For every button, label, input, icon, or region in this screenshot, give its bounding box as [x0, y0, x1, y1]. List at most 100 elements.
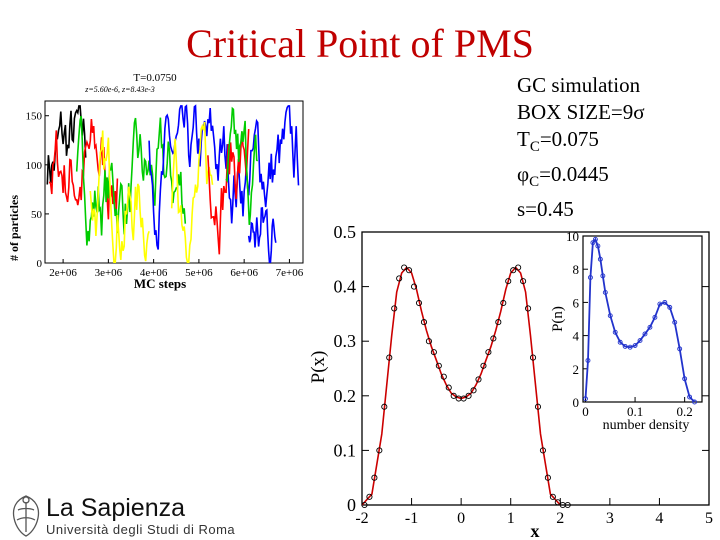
px-y-tick-label: 0.2 [334, 386, 357, 406]
px-data-point [500, 299, 507, 307]
pn-data-point [672, 319, 678, 325]
px-data-point [420, 319, 428, 326]
pn-data-point [587, 275, 593, 280]
px-data-point [425, 338, 432, 345]
px-x-tick-label: 2 [556, 510, 564, 527]
px-data-point [445, 384, 452, 391]
pn-data-point [595, 243, 601, 249]
px-data-point [366, 493, 373, 500]
px-data-point [515, 264, 522, 271]
px-data-point [381, 403, 388, 410]
info-line-s: s=0.45 [517, 197, 574, 222]
px-x-tick-label: 4 [655, 510, 663, 527]
pn-data-point [637, 338, 643, 344]
px-data-point [386, 354, 393, 361]
mc-y-tick-label: 0 [37, 258, 43, 270]
px-data-point [361, 501, 368, 509]
pn-data-point [585, 358, 591, 363]
px-data-point [435, 362, 442, 369]
px-x-tick-label: -2 [355, 510, 368, 527]
px-data-point [396, 275, 403, 282]
mc-x-tick-label: 5e+06 [185, 267, 213, 279]
mc-x-tick-label: 4e+06 [140, 267, 168, 279]
pn-data-point [622, 343, 628, 349]
pn-data-point [607, 313, 613, 319]
pn-data-point [583, 396, 588, 402]
px-data-point [450, 392, 457, 399]
px-data-point [406, 267, 413, 274]
pn-data-point [687, 394, 693, 400]
px-data-point [391, 305, 398, 312]
mc-trace-series [89, 130, 150, 263]
mc-trace-series [170, 121, 214, 263]
logo-name: La Sapienza [46, 494, 186, 522]
pn-data-point [642, 331, 648, 337]
px-data-point [460, 395, 467, 402]
pn-data-point [677, 346, 683, 352]
px-data-point [544, 474, 551, 481]
pn-y-tick-label: 8 [573, 262, 580, 277]
pn-y-tick-label: 2 [573, 362, 580, 377]
px-y-tick-label: 0 [347, 495, 356, 515]
px-y-tick-label: 0.3 [334, 331, 357, 351]
mc-y-tick-label: 50 [31, 209, 43, 221]
mc-trace-series [247, 207, 277, 263]
px-data-point [520, 278, 527, 285]
px-data-point [554, 499, 561, 506]
info-line-tc: TC=0.075 [517, 127, 599, 156]
pn-x-tick-label: 0.1 [627, 404, 643, 419]
px-y-tick-label: 0.1 [334, 440, 357, 460]
mc-y-tick-label: 150 [26, 111, 43, 123]
px-x-tick-label: -1 [405, 510, 418, 527]
pn-data-point [682, 376, 688, 382]
px-data-point [465, 392, 472, 399]
px-data-point [401, 264, 408, 271]
pn-data-point [597, 256, 603, 262]
pn-data-point [590, 240, 596, 246]
pn-data-point [647, 324, 653, 330]
px-data-point [490, 335, 497, 342]
px-data-point [505, 278, 512, 285]
mc-trace-series [225, 106, 259, 225]
px-data-point [485, 349, 492, 356]
mc-x-tick-label: 3e+06 [95, 267, 123, 279]
pn-data-point [602, 289, 608, 295]
info-line-box-size: BOX SIZE=9σ [517, 100, 645, 124]
mc-y-tick-label: 100 [26, 160, 43, 172]
px-y-tick-label: 0.4 [334, 277, 357, 297]
pn-data-point [627, 344, 633, 350]
px-chart: 0 0.1 0.2 0.3 0.4 0.5 -2 -1 0 1 2 3 4 5 x P(x) 0 2 4 6 8 1… [308, 222, 713, 540]
pn-plot-frame [582, 235, 703, 403]
px-data-point [415, 299, 423, 307]
px-data-point [534, 403, 542, 410]
px-data-point [510, 267, 517, 274]
pn-y-tick-label: 10 [566, 229, 579, 244]
pn-data-point [617, 339, 623, 345]
mc-trace-series [46, 105, 87, 185]
pn-data-point [600, 273, 606, 279]
mc-steps-chart: T=0.0750 z=5.60e-6, z=8.43e-3 0 50 100 150 2… [7, 72, 304, 291]
pn-y-tick-label: 6 [573, 295, 580, 310]
px-data-point [529, 354, 537, 361]
info-line-phic: φC=0.0445 [517, 162, 609, 191]
pn-data-point [692, 399, 698, 405]
pn-x-axis-label: number density [603, 418, 690, 433]
pn-data-point [662, 299, 668, 305]
pn-y-tick-label: 0 [573, 395, 580, 410]
px-data-point [440, 373, 447, 380]
px-x-axis-label: x [531, 521, 540, 540]
pn-inset-chart: 0 2 4 6 8 10 0 0.1 0.2 number density P(n) [550, 229, 703, 433]
logo-subtitle: Università degli Studi di Roma [46, 522, 236, 537]
px-data-point [376, 447, 383, 454]
px-data-point [539, 447, 546, 454]
px-data-point [371, 474, 378, 481]
sapienza-logo [12, 495, 40, 537]
mc-x-tick-label: 2e+06 [49, 267, 77, 279]
simulation-info: GC simulation BOX SIZE=9σ TC=0.075 φC=0.… [517, 72, 645, 223]
mc-y-axis-label: # of particles [7, 195, 21, 261]
px-y-tick-label: 0.5 [334, 222, 357, 242]
pn-x-tick-label: 0 [582, 404, 589, 419]
pn-data-point [632, 343, 638, 349]
px-data-point [475, 376, 482, 383]
pn-data-point [667, 304, 673, 310]
